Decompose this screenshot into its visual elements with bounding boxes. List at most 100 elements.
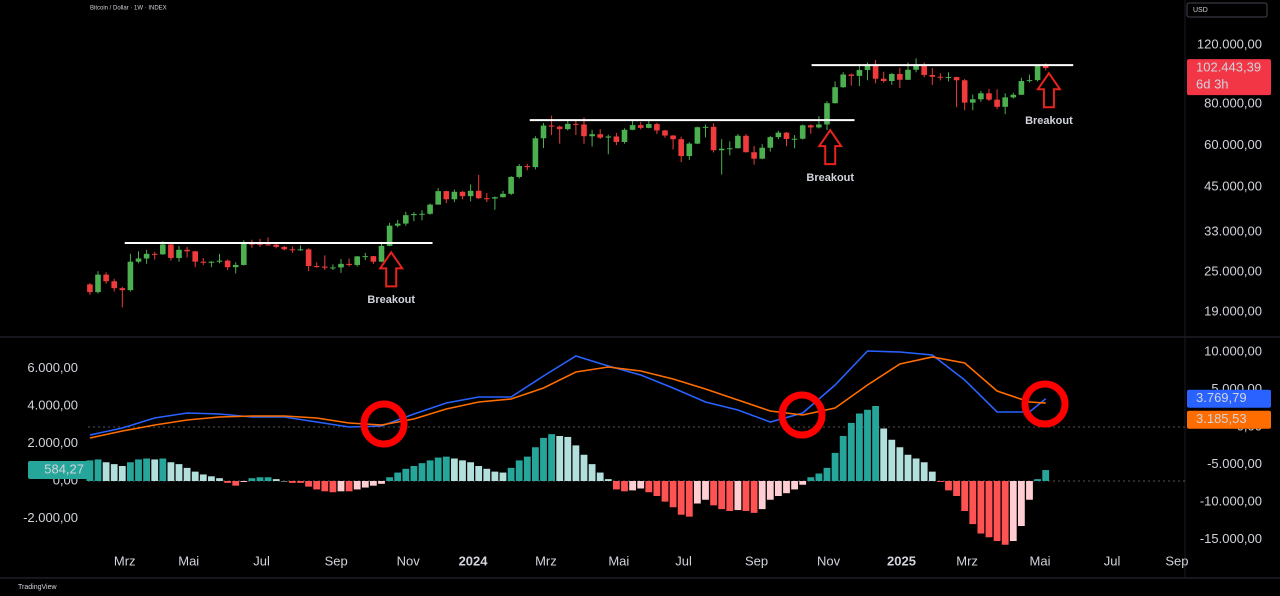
candle-body (467, 190, 474, 197)
histogram-bar (880, 428, 888, 482)
candle-body (840, 74, 846, 88)
candle-body (905, 69, 911, 80)
x-tick-label: Mai (178, 553, 199, 568)
histogram-bar (313, 481, 321, 490)
currency-box[interactable] (1186, 2, 1268, 18)
x-tick-label: Mrz (114, 553, 136, 568)
histogram-bar (750, 481, 758, 513)
histogram-bar (920, 462, 928, 482)
macd-line (89, 350, 1047, 436)
candle-body (265, 244, 271, 246)
series-value-box (1187, 389, 1271, 408)
candle-body (232, 264, 239, 268)
histogram-bar (135, 459, 142, 482)
y2-tick-label: -5.000,00 (1207, 456, 1262, 471)
histogram-bar (329, 481, 337, 493)
x-tick-label: Jul (1104, 553, 1121, 568)
candle-body (500, 193, 506, 198)
x-tick-label: Sep (325, 553, 348, 568)
candle-body (832, 87, 838, 104)
histogram-bar (402, 468, 410, 482)
candle-body (986, 93, 992, 100)
x-tick-label: 2025 (887, 553, 916, 568)
histogram-bar (783, 481, 790, 494)
candle-body (767, 137, 774, 148)
histogram-bar (791, 481, 798, 490)
x-tick-label: Sep (1165, 553, 1188, 568)
histogram-bar (872, 406, 879, 482)
highlight-circle (1021, 380, 1069, 428)
histogram-bar (199, 474, 207, 482)
marks: 120.000,00 80.000,00 60.000,00 45.000,00 33.… (23, 37, 1271, 568)
histogram-bar (896, 447, 904, 482)
candle-body (119, 288, 126, 291)
candle-body (1026, 80, 1033, 82)
histogram-bar (272, 479, 280, 482)
histogram-bar (904, 454, 912, 482)
x-tick-label: Jul (253, 553, 270, 568)
candle-body (1042, 65, 1049, 69)
histogram-bar (337, 481, 345, 492)
x-tick-label: Mrz (535, 553, 557, 568)
histogram-bar (710, 481, 717, 506)
histogram-bar (240, 481, 248, 482)
histogram-bar (839, 436, 847, 482)
candle-body (176, 249, 182, 258)
histogram-bar (523, 456, 531, 482)
candle-body (192, 251, 199, 262)
breakout-arrow (378, 250, 405, 288)
candle-body (200, 261, 207, 263)
candle-body (402, 215, 409, 224)
histogram-bar (118, 466, 126, 482)
histogram-bar (718, 481, 726, 510)
candle-body (492, 197, 498, 199)
x-tick-label: Mai (1030, 553, 1051, 568)
y-tick-label: 6.000,00 (27, 360, 78, 375)
candle-body (921, 64, 927, 75)
candle-body (629, 125, 636, 130)
series-value: 3.185,53 (1196, 411, 1247, 426)
histogram-bar (685, 481, 693, 517)
histogram-value: 584,27 (44, 461, 84, 476)
histogram-bar (256, 477, 264, 482)
histogram-bar (823, 467, 831, 482)
histogram-bar (540, 437, 547, 482)
histogram-bar (588, 464, 596, 482)
candle-body (378, 245, 385, 262)
candle-body (929, 74, 936, 77)
breakout-arrow (817, 128, 844, 166)
candle-body (670, 135, 676, 140)
candle-body (978, 93, 984, 100)
x-tick-label: Jul (675, 553, 692, 568)
y-tick-label: 2.000,00 (27, 435, 78, 450)
y-tick-label: 4.000,00 (27, 397, 78, 412)
candle-body (864, 65, 871, 71)
histogram-bar (507, 467, 515, 482)
histogram-bar (774, 481, 782, 497)
histogram-bar (864, 409, 871, 482)
histogram-bar (807, 477, 815, 482)
candle-body (338, 263, 344, 268)
histogram-bar (888, 439, 896, 482)
candle-body (743, 135, 749, 153)
histogram-bar (426, 460, 434, 482)
candle-body (848, 74, 855, 76)
histogram-bar (677, 481, 685, 515)
candle-body (718, 148, 725, 151)
candle-body (160, 244, 166, 255)
candle-body (143, 253, 150, 259)
histogram-bar (572, 445, 580, 482)
macd-line (89, 356, 1046, 439)
series-value-box (1187, 410, 1271, 429)
histogram-bar (297, 481, 304, 483)
candle-body (224, 260, 231, 268)
candle-body (645, 124, 652, 128)
histogram-bar (248, 478, 256, 482)
currency[interactable]: USD (1193, 7, 1208, 14)
candle-body (678, 139, 684, 157)
candle-body (208, 261, 215, 263)
histogram-bar (370, 481, 377, 486)
candle-body (621, 129, 628, 142)
histogram-bar (232, 481, 240, 486)
